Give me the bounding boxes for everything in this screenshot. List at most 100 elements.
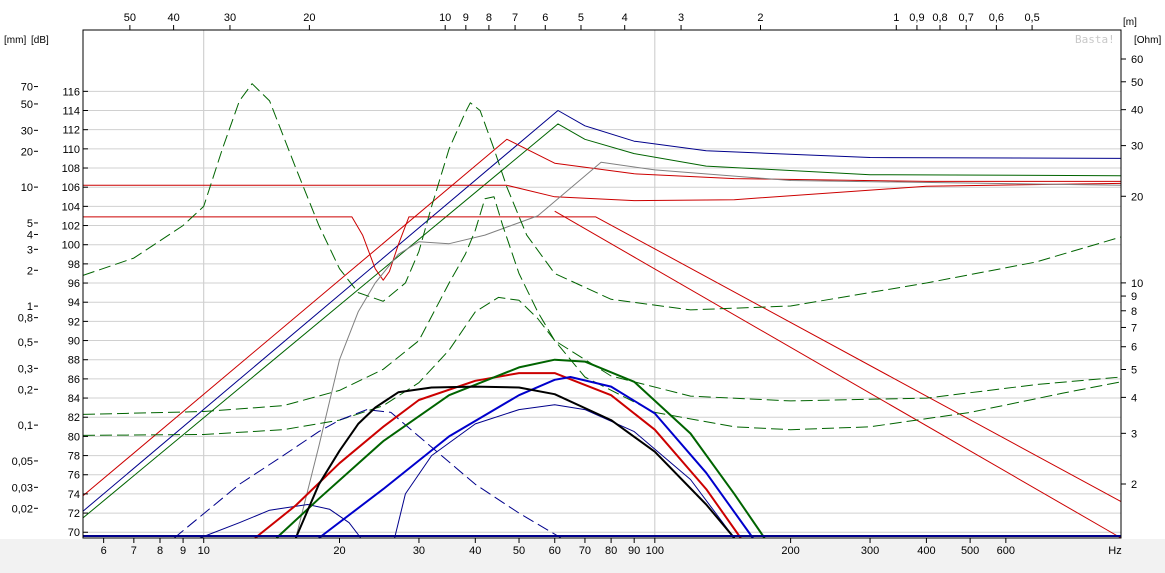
hz-tick-label: 9 (180, 545, 186, 557)
mm-tick-label: 0,05 (12, 456, 33, 468)
db-tick-label: 82 (68, 412, 80, 424)
db-tick-label: 72 (68, 508, 80, 520)
m-tick-label: 3 (678, 12, 684, 24)
m-tick-label: 20 (303, 12, 315, 24)
ohm-tick-label: 7 (1131, 322, 1137, 334)
db-tick-label: 90 (68, 336, 80, 348)
mm-tick-label: 10 (21, 182, 33, 194)
hz-tick-label: 100 (646, 545, 664, 557)
ohm-tick-label: 60 (1131, 54, 1143, 66)
db-tick-label: 74 (68, 489, 80, 501)
mm-tick-label: 30 (21, 125, 33, 137)
mm-tick-label: 70 (21, 82, 33, 94)
m-tick-label: 4 (622, 12, 628, 24)
db-tick-label: 92 (68, 316, 80, 328)
mm-tick-label: 0,3 (18, 363, 33, 375)
m-tick-label: 0,7 (959, 12, 974, 24)
series-line-17 (294, 385, 736, 539)
m-tick-label: 5 (578, 12, 584, 24)
m-tick-label: 40 (167, 12, 179, 24)
mm-tick-label: 1 (27, 301, 33, 313)
db-tick-label: 112 (62, 125, 80, 137)
ohm-tick-label: 5 (1131, 365, 1137, 377)
axes-layer: 6 7 8 9 10 20 30 40 50 60 70 80 90 100 200 300 400 500 600… (12, 12, 1144, 557)
mm-tick-label: 0,5 (18, 337, 33, 349)
mm-tick-label: 2 (27, 265, 33, 277)
series-line-1 (82, 110, 1122, 512)
hz-tick-label: 6 (101, 545, 107, 557)
db-tick-label: 78 (68, 451, 80, 463)
watermark: Basta! (1075, 33, 1115, 46)
mm-tick-label: 0,03 (12, 482, 33, 494)
db-tick-label: 98 (68, 259, 80, 271)
ohm-tick-label: 3 (1131, 428, 1137, 440)
db-tick-label: 88 (68, 355, 80, 367)
db-tick-label: 104 (62, 201, 80, 213)
hz-tick-label: 8 (157, 545, 163, 557)
bottom-axis-bar (0, 539, 1165, 573)
hz-tick-label: Hz (1108, 545, 1121, 557)
m-tick-label: 7 (512, 12, 518, 24)
ohm-tick-label: 2 (1131, 479, 1137, 491)
plot-frame (82, 29, 1122, 539)
m-tick-label: 0,5 (1024, 12, 1039, 24)
m-tick-label: 0,6 (989, 12, 1004, 24)
series-line-11 (173, 409, 562, 539)
mm-tick-label: 50 (21, 99, 33, 111)
db-axis-unit: [dB] (31, 35, 49, 46)
series-line-5 (83, 216, 1122, 503)
m-tick-label: 0,9 (909, 12, 924, 24)
hz-tick-label: 90 (628, 545, 640, 557)
hz-tick-label: 50 (513, 545, 525, 557)
ohm-tick-label: 40 (1131, 105, 1143, 117)
m-tick-label: 50 (124, 12, 136, 24)
hz-tick-label: 200 (781, 545, 799, 557)
top-axis-unit: [m] (1123, 17, 1137, 28)
ohm-tick-label: 10 (1131, 278, 1143, 290)
db-tick-label: 70 (68, 527, 80, 539)
ohm-tick-label: 20 (1131, 191, 1143, 203)
hz-tick-label: 30 (413, 545, 425, 557)
mm-tick-label: 3 (27, 244, 33, 256)
hz-tick-label: 300 (861, 545, 879, 557)
db-tick-label: 110 (62, 144, 80, 156)
series-line-13 (394, 404, 735, 539)
db-tick-label: 102 (62, 221, 80, 233)
series-line-6 (554, 210, 1122, 539)
mm-tick-label: 4 (27, 229, 33, 241)
hz-tick-label: 20 (333, 545, 345, 557)
db-tick-label: 114 (62, 106, 80, 118)
m-tick-label: 2 (757, 12, 763, 24)
mm-tick-label: 0,1 (18, 420, 33, 432)
series-line-9 (82, 196, 1122, 415)
db-tick-label: 94 (68, 297, 80, 309)
db-tick-label: 96 (68, 278, 80, 290)
m-tick-label: 8 (486, 12, 492, 24)
series-line-4 (83, 182, 1122, 202)
hz-tick-label: 60 (549, 545, 561, 557)
grid (83, 30, 1121, 538)
series-line-2 (82, 123, 1122, 519)
db-tick-label: 108 (62, 163, 80, 175)
db-tick-label: 106 (62, 182, 80, 194)
ohm-tick-label: 8 (1131, 306, 1137, 318)
m-tick-label: 10 (439, 12, 451, 24)
db-tick-label: 86 (68, 374, 80, 386)
series-line-16 (318, 376, 754, 539)
m-tick-label: 6 (542, 12, 548, 24)
mm-tick-label: 5 (27, 218, 33, 230)
m-tick-label: 0,8 (932, 12, 947, 24)
mm-tick-label: 0,02 (12, 503, 33, 515)
m-tick-label: 9 (463, 12, 469, 24)
hz-tick-label: 10 (198, 545, 210, 557)
hz-tick-label: 500 (961, 545, 979, 557)
ohm-tick-label: 4 (1131, 392, 1137, 404)
ohm-tick-label: 9 (1131, 291, 1137, 303)
mm-tick-label: 0,8 (18, 313, 33, 325)
hz-tick-label: 40 (469, 545, 481, 557)
series-line-3 (82, 138, 1121, 497)
db-tick-label: 100 (62, 240, 80, 252)
